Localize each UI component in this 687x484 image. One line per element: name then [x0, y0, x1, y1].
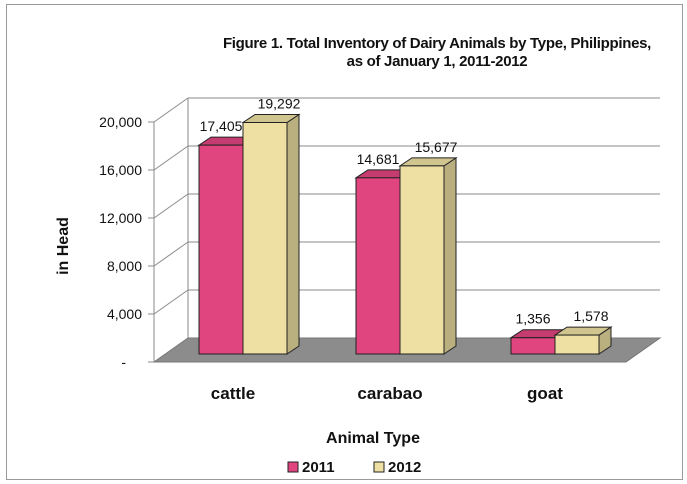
gridline-side [153, 193, 189, 219]
legend-label: 2012 [388, 459, 421, 476]
bar-2012-carabao [399, 165, 445, 355]
bar-side-2012-cattle [286, 113, 300, 355]
chart-title-line-2: as of January 1, 2011-2012 [346, 53, 528, 70]
gridline-side [153, 289, 189, 315]
x-tick-label: cattle [211, 384, 255, 403]
y-tick-label: 12,000 [99, 210, 142, 226]
bar-2011-carabao [355, 177, 401, 355]
chart-title-line-1: Figure 1. Total Inventory of Dairy Anima… [222, 35, 652, 52]
legend-swatch-2012 [373, 461, 385, 473]
gridline-side [153, 97, 189, 123]
legend-swatch-2011 [287, 461, 299, 473]
data-label: 14,681 [357, 151, 400, 167]
y-axis-title: in Head [55, 217, 72, 275]
y-tick-label: 20,000 [99, 114, 142, 130]
bar-side-2012-carabao [443, 156, 457, 355]
y-tick-label: 4,000 [107, 306, 142, 322]
legend-label: 2011 [302, 459, 335, 476]
y-tick-label: - [121, 354, 126, 370]
gridline-side [153, 145, 189, 171]
data-label: 1,356 [515, 311, 550, 327]
data-label: 19,292 [258, 95, 301, 111]
data-label: 17,405 [200, 118, 243, 134]
bar-2011-goat [510, 337, 556, 355]
bar-2012-goat [554, 334, 600, 355]
x-tick-label: carabao [357, 384, 422, 403]
bar-2012-cattle [242, 121, 288, 355]
data-label: 1,578 [573, 308, 608, 324]
x-tick-label: goat [527, 384, 563, 403]
y-tick-label: 16,000 [99, 162, 142, 178]
x-axis-title: Animal Type [326, 430, 420, 447]
data-label: 15,677 [415, 139, 458, 155]
y-tick-label: 8,000 [107, 258, 142, 274]
gridline-side [153, 241, 189, 267]
bar-2011-cattle [198, 144, 244, 355]
